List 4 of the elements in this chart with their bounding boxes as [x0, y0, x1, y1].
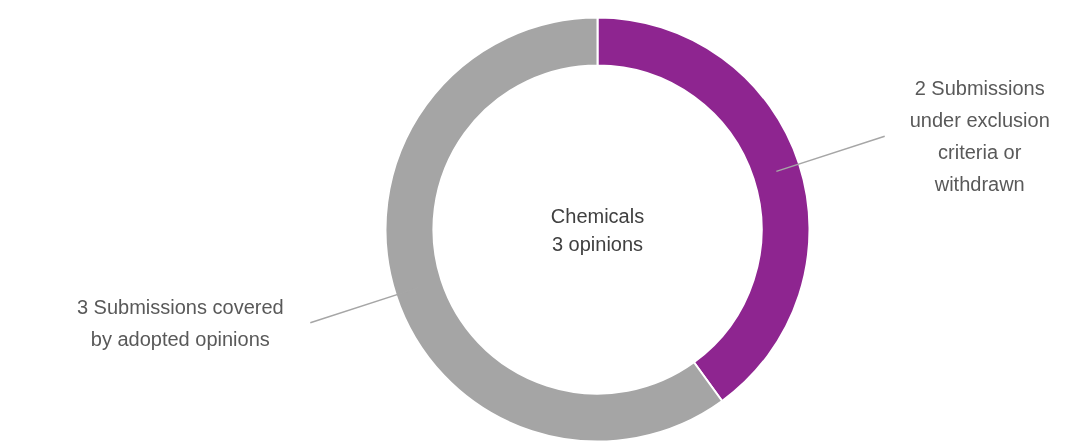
slice-label: 2 Submissions under exclusion criteria or withdrawn: [909, 77, 1050, 196]
text: Chemicals: [550, 204, 645, 227]
text: 3 opinions: [551, 232, 644, 255]
slice-label: 3 Submissions covered by adopted opinions: [76, 295, 284, 350]
